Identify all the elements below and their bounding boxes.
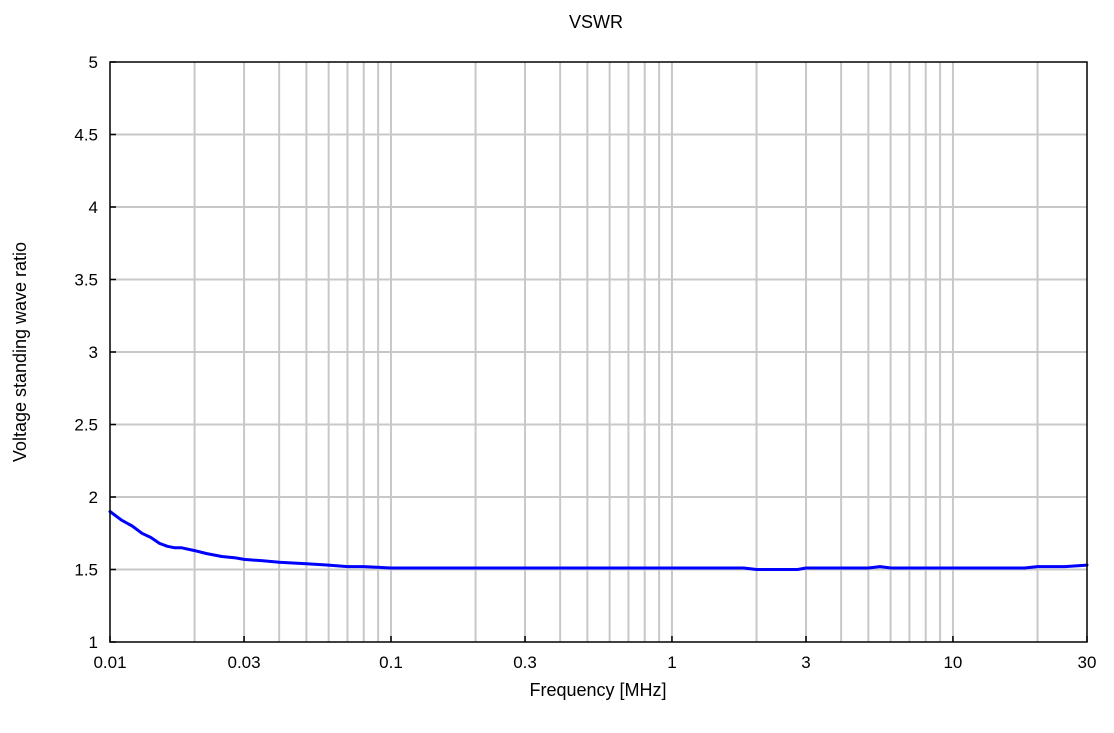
x-tick-label: 1 [667,653,676,672]
x-tick-labels: 0.01 0.03 0.1 0.3 1 3 10 30 [93,653,1096,672]
x-tick-label: 0.1 [379,653,403,672]
y-axis-title: Voltage standing wave ratio [10,242,30,462]
y-tick-label: 3 [89,343,98,362]
y-tick-label: 2.5 [74,416,98,435]
x-axis-title: Frequency [MHz] [529,680,666,700]
y-tick-label: 1.5 [74,561,98,580]
y-tick-label: 5 [89,53,98,72]
x-tick-label: 0.03 [228,653,261,672]
y-tick-label: 2 [89,488,98,507]
x-tick-label: 30 [1078,653,1097,672]
y-tick-label: 1 [89,633,98,652]
y-tick-label: 4 [89,198,98,217]
x-tick-label: 0.01 [93,653,126,672]
tick-marks [109,61,1088,643]
chart-title: VSWR [569,12,623,32]
x-tick-label: 10 [943,653,962,672]
y-tick-label: 3.5 [74,271,98,290]
x-tick-label: 3 [801,653,810,672]
series-group [108,510,1089,571]
y-tick-label: 4.5 [74,126,98,145]
y-tick-labels: 1 1.5 2 2.5 3 3.5 4 4.5 5 [74,53,98,652]
plot-frame [109,61,1088,643]
series-line-vswr [108,510,1089,571]
grid-lines [110,62,1087,642]
x-tick-label: 0.3 [513,653,537,672]
